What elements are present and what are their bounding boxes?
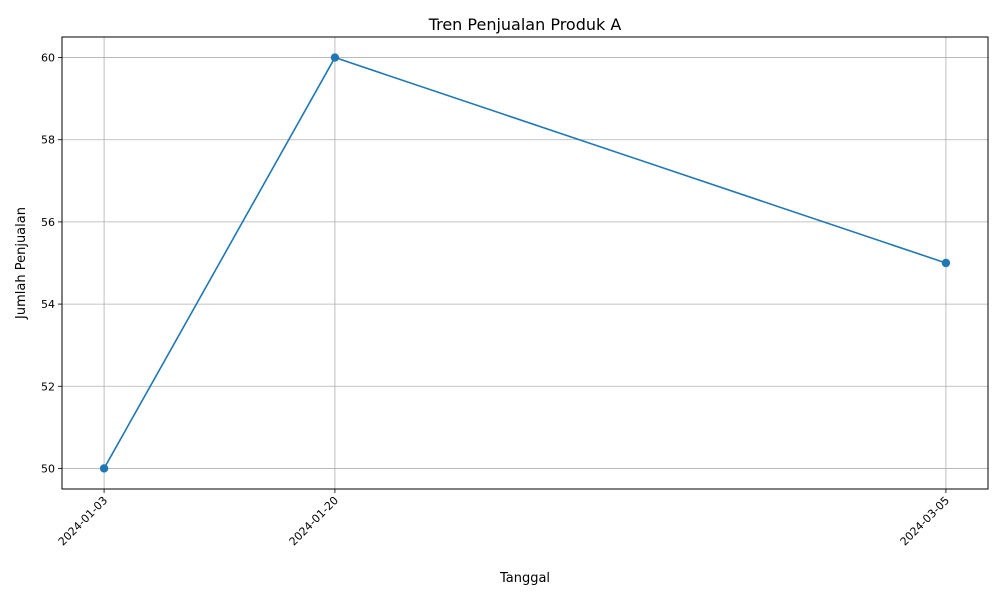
chart-title: Tren Penjualan Produk A [428, 15, 622, 34]
y-tick-label: 60 [41, 52, 55, 65]
data-point-marker [941, 258, 951, 268]
y-tick-label: 50 [41, 462, 55, 475]
y-tick-label: 54 [41, 298, 55, 311]
data-point-marker [330, 53, 340, 62]
y-tick-label: 52 [41, 380, 55, 393]
x-axis-label: Tanggal [499, 571, 550, 586]
y-axis-label: Jumlah Penjualan [14, 207, 29, 320]
y-tick-label: 56 [41, 216, 55, 229]
plot-area-frame [61, 36, 989, 490]
series-layer [99, 53, 951, 473]
y-axis-ticks: 50 52 54 56 58 60 [41, 52, 62, 475]
data-point-marker [99, 464, 109, 473]
grid-lines [62, 37, 988, 489]
y-tick-label: 58 [41, 134, 55, 147]
